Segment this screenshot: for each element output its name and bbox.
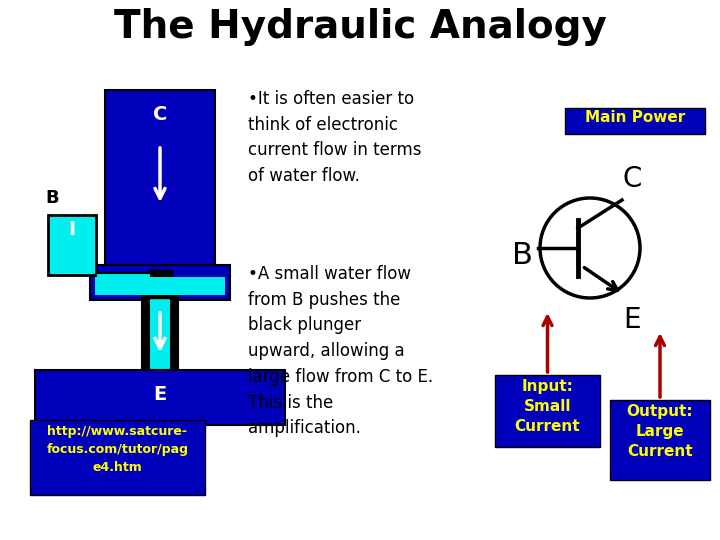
Text: The Hydraulic Analogy: The Hydraulic Analogy [114, 8, 606, 46]
Text: Output:
Large
Current: Output: Large Current [626, 404, 693, 458]
Text: •It is often easier to
think of electronic
current flow in terms
of water flow.: •It is often easier to think of electron… [248, 90, 421, 185]
Bar [495, 375, 600, 447]
Bar [170, 295, 178, 370]
Text: C: C [153, 105, 167, 124]
Bar [30, 420, 205, 495]
Text: http://www.satcure-
focus.com/tutor/pag
e4.htm: http://www.satcure- focus.com/tutor/pag … [47, 425, 189, 474]
Text: B: B [512, 241, 532, 271]
Bar [142, 295, 178, 370]
Text: Input:
Small
Current: Input: Small Current [515, 379, 580, 434]
Text: Main Power: Main Power [585, 110, 685, 125]
Bar [105, 90, 215, 265]
Bar [610, 400, 710, 480]
Text: E: E [624, 306, 641, 334]
Text: I: I [68, 220, 76, 239]
Text: B: B [45, 189, 59, 207]
Bar [142, 295, 150, 370]
Bar [35, 370, 285, 425]
Bar [148, 270, 172, 298]
Bar [48, 215, 96, 275]
Bar [150, 295, 170, 370]
Text: C: C [622, 165, 642, 193]
Bar [95, 277, 225, 295]
Bar [90, 265, 230, 300]
Bar [96, 273, 151, 291]
Bar [565, 108, 705, 134]
Text: •A small water flow
from B pushes the
black plunger
upward, allowing a
large flo: •A small water flow from B pushes the bl… [248, 265, 433, 437]
Text: E: E [153, 385, 166, 404]
